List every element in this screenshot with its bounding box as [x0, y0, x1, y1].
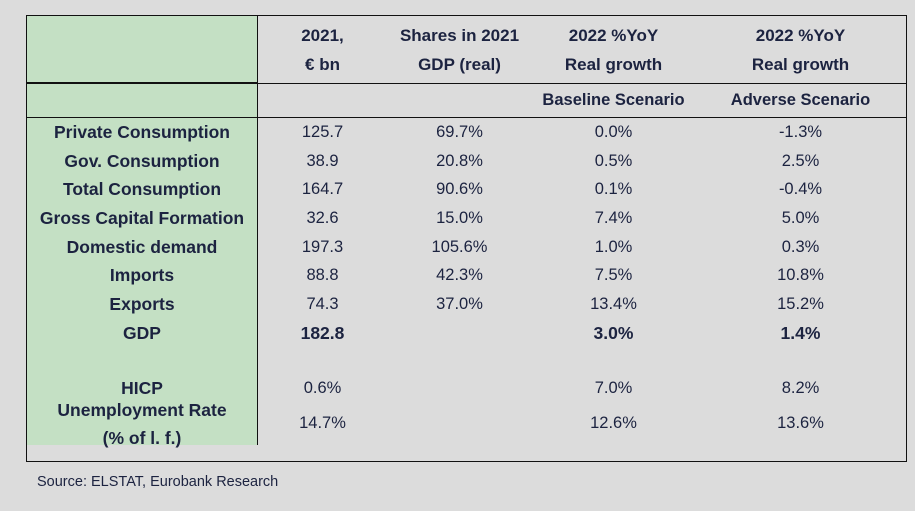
- header-adverse-line1: 2022 %YoY: [755, 25, 846, 45]
- cell-baseline-gdp: 3.0%: [593, 322, 634, 343]
- cell-baseline: 0.5%: [594, 151, 633, 170]
- header-shares-line2: GDP (real): [418, 54, 501, 74]
- subheader-empty-2: [387, 83, 532, 118]
- row-label: Imports: [27, 261, 257, 291]
- row-label: Domestic demand: [27, 232, 257, 262]
- subheader-adverse: Adverse Scenario: [695, 83, 906, 118]
- cell-2021: 38.9: [257, 146, 387, 176]
- cell-share-unemployment: [387, 403, 532, 445]
- spacer: [532, 348, 695, 374]
- header-adverse-growth: 2022 %YoY Real growth: [695, 16, 906, 83]
- cell-share-gdp: [387, 319, 532, 348]
- cell-adverse-unemployment: 13.6%: [777, 414, 824, 432]
- header-2021-line1: 2021,: [301, 25, 344, 45]
- cell-baseline: 0.0%: [594, 122, 633, 141]
- row-label-unemployment: Unemployment Rate (% of l. f.): [27, 400, 257, 448]
- cell-2021-hicp: 0.6%: [257, 373, 387, 403]
- unemployment-label-line2: (% of l. f.): [102, 427, 182, 448]
- row-label: Total Consumption: [27, 175, 257, 205]
- cell-share: 90.6%: [436, 180, 483, 199]
- spacer: [257, 347, 387, 374]
- row-label-gdp: GDP: [27, 318, 257, 348]
- spacer: [695, 348, 906, 374]
- cell-adverse-hicp: 8.2%: [781, 378, 820, 397]
- spacer-stub: [27, 347, 257, 374]
- header-2021-value: 2021, € bn: [257, 16, 387, 83]
- macro-forecast-table: 2021, € bn Shares in 2021 GDP (real) 202…: [26, 15, 907, 462]
- row-label: Private Consumption: [27, 118, 257, 147]
- header-adverse-line2: Real growth: [751, 54, 850, 74]
- unemployment-label-line1: Unemployment Rate: [57, 399, 227, 420]
- header-baseline-growth: 2022 %YoY Real growth: [532, 16, 695, 83]
- cell-adverse: -0.4%: [778, 180, 823, 199]
- row-label: Gov. Consumption: [27, 146, 257, 176]
- cell-share: 15.0%: [436, 208, 483, 227]
- row-label: Exports: [27, 290, 257, 319]
- cell-share: 69.7%: [436, 122, 483, 141]
- row-label-hicp: HICP: [27, 373, 257, 403]
- cell-baseline: 7.4%: [594, 208, 633, 227]
- cell-share: 105.6%: [431, 237, 488, 256]
- header-baseline-line1: 2022 %YoY: [568, 25, 659, 45]
- cell-baseline-unemployment: 12.6%: [590, 414, 637, 432]
- subheader-empty-1: [257, 83, 387, 118]
- cell-share: 20.8%: [436, 151, 483, 170]
- cell-share-hicp: [387, 374, 532, 403]
- cell-adverse: -1.3%: [778, 122, 823, 141]
- cell-baseline: 0.1%: [594, 180, 633, 199]
- cell-2021-unemployment: 14.7%: [257, 402, 387, 445]
- header-shares-line1: Shares in 2021: [399, 25, 520, 45]
- cell-adverse-gdp: 1.4%: [780, 322, 821, 343]
- cell-baseline-hicp: 7.0%: [594, 378, 633, 397]
- cell-2021: 32.6: [257, 204, 387, 233]
- cell-baseline: 13.4%: [590, 294, 637, 313]
- row-label: Gross Capital Formation: [27, 204, 257, 233]
- source-note: Source: ELSTAT, Eurobank Research: [37, 474, 279, 490]
- cell-2021: 74.3: [257, 290, 387, 319]
- cell-2021-gdp: 182.8: [257, 318, 387, 348]
- header-baseline-line2: Real growth: [564, 54, 663, 74]
- cell-adverse: 5.0%: [781, 208, 820, 227]
- cell-share: 37.0%: [436, 294, 483, 313]
- subheader-baseline: Baseline Scenario: [532, 83, 695, 118]
- cell-adverse: 10.8%: [777, 266, 824, 285]
- cell-2021: 125.7: [257, 118, 387, 147]
- subheader-stub: [27, 83, 257, 118]
- header-stub: [27, 16, 257, 83]
- cell-adverse: 0.3%: [781, 237, 820, 256]
- spacer: [387, 348, 532, 374]
- cell-adverse: 15.2%: [777, 294, 824, 313]
- cell-2021: 88.8: [257, 261, 387, 291]
- cell-2021: 197.3: [257, 232, 387, 262]
- header-2021-line2: € bn: [305, 54, 340, 74]
- cell-share: 42.3%: [436, 266, 483, 285]
- header-shares: Shares in 2021 GDP (real): [387, 16, 532, 83]
- cell-baseline: 7.5%: [594, 266, 633, 285]
- cell-2021: 164.7: [257, 175, 387, 205]
- cell-baseline: 1.0%: [594, 237, 633, 256]
- cell-adverse: 2.5%: [781, 151, 820, 170]
